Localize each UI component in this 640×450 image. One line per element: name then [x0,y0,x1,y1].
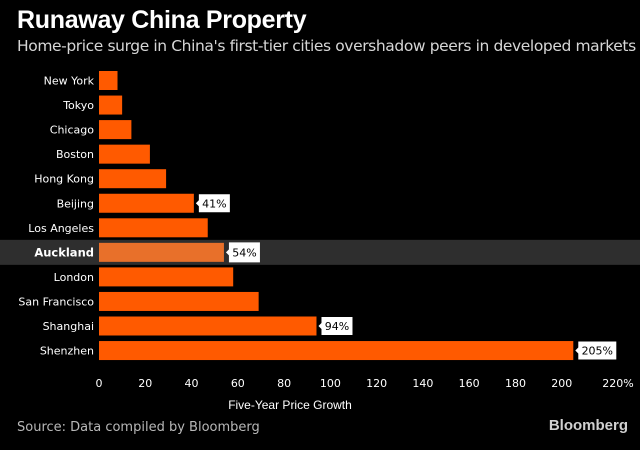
bar-shanghai [99,316,317,336]
x-tick-6: 120 [366,377,387,390]
data-label-shenzhen: 205% [575,341,617,360]
x-tick-5: 100 [320,377,341,390]
x-tick-11: 220% [602,377,633,390]
x-tick-0: 0 [96,377,103,390]
category-label-auckland: Auckland [34,245,94,259]
chart-title: Runaway China Property [17,6,307,34]
data-label-shanghai: 94% [318,317,353,335]
category-label-beijing: Beijing [57,197,94,210]
bar-hong-kong [99,169,167,189]
chart-subtitle: Home-price surge in China's first-tier c… [17,37,636,55]
x-tick-labels-group: 0 20 40 60 80 100 120 140 160 180 200 220% [96,377,634,390]
category-label-london: London [54,271,94,284]
x-tick-10: 200 [551,377,572,390]
data-label-text: 94% [325,320,349,333]
data-label-text: 205% [582,345,613,358]
bars-group [99,71,574,361]
bar-auckland [99,242,224,262]
category-label-new-york: New York [44,75,95,88]
bar-boston [99,144,150,164]
data-label-box [575,341,617,360]
data-label-box [225,242,260,263]
bar-shenzhen [99,341,574,361]
category-label-shenzhen: Shenzhen [40,345,94,358]
x-tick-2: 40 [185,377,199,390]
source-note: Source: Data compiled by Bloomberg [17,420,260,435]
x-tick-3: 60 [231,377,245,390]
category-label-shanghai: Shanghai [43,320,94,333]
category-label-los-angeles: Los Angeles [28,222,94,235]
category-label-boston: Boston [56,148,94,161]
category-labels-group: New York Tokyo Chicago Boston Hong Kong Beiji… [18,75,94,358]
bar-san-francisco [99,291,259,311]
bar-beijing [99,193,194,213]
category-label-chicago: Chicago [50,124,94,137]
data-label-beijing: 41% [195,194,230,213]
category-label-tokyo: Tokyo [62,99,94,112]
category-label-san-francisco: San Francisco [18,295,94,308]
brand-logo: Bloomberg [548,417,628,434]
x-tick-4: 80 [277,377,291,390]
data-labels-group: 41% 54% 94% 205% [195,194,617,360]
data-label-auckland: 54% [225,242,260,263]
data-label-text: 54% [232,246,256,259]
bar-london [99,267,234,287]
data-label-box [195,194,230,213]
x-axis-label: Five-Year Price Growth [228,398,352,412]
bar-chicago [99,120,132,140]
highlight-band [0,239,640,265]
x-tick-9: 180 [505,377,526,390]
category-label-hong-kong: Hong Kong [34,173,94,186]
bar-los-angeles [99,218,208,238]
bar-tokyo [99,95,123,115]
x-tick-7: 140 [412,377,433,390]
x-tick-8: 160 [459,377,480,390]
x-tick-1: 20 [138,377,152,390]
data-label-text: 41% [202,197,226,210]
data-label-box [318,317,353,335]
bar-new-york [99,71,118,90]
